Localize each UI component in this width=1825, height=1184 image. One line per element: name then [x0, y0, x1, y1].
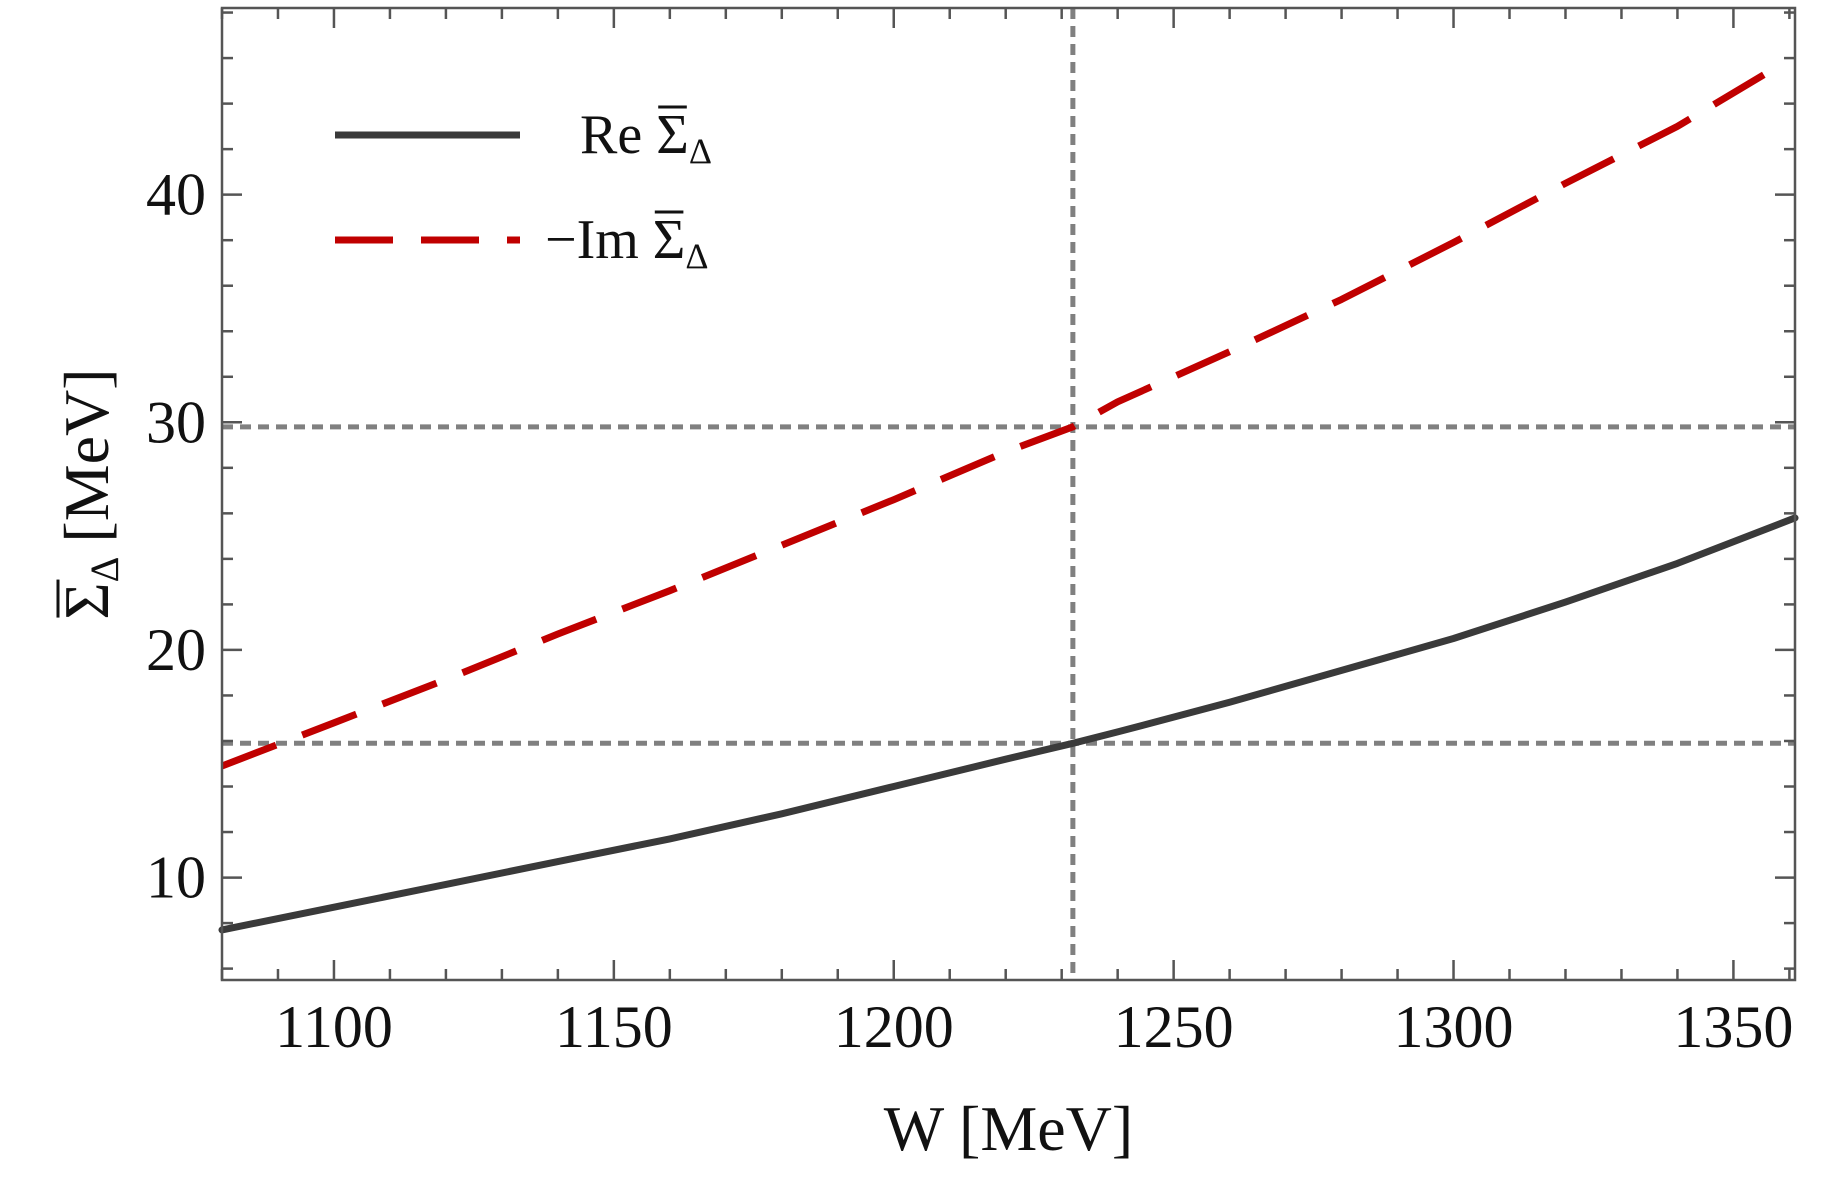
x-tick-label: 1200 [834, 994, 954, 1060]
x-tick-label: 1100 [275, 994, 393, 1060]
series-line-im [220, 66, 1775, 770]
y-tick-label: 40 [146, 162, 206, 228]
legend-label-re: Re ΣΔ [580, 104, 712, 171]
x-tick-label: 1350 [1673, 994, 1793, 1060]
y-axis-title: ΣΔ [MeV] [51, 368, 127, 619]
x-tick-label: 1150 [555, 994, 673, 1060]
y-axis-subscript: Δ [82, 557, 127, 583]
y-tick-label: 10 [146, 845, 206, 911]
series-line-re [218, 514, 1799, 934]
reference-lines [222, 8, 1795, 980]
legend: Re ΣΔ −Im ΣΔ [335, 104, 712, 276]
tick-labels: 1100 1150 1200 1250 1300 1350 10 20 30 40 [146, 162, 1793, 1060]
axis-ticks [220, 8, 1795, 980]
y-axis-symbol: Σ [51, 582, 122, 619]
svg-text:ΣΔ[MeV]: ΣΔ [MeV] [51, 368, 127, 619]
x-tick-label: 1300 [1394, 994, 1514, 1060]
plot-frame [220, 6, 1797, 982]
x-tick-label: 1250 [1114, 994, 1234, 1060]
y-axis-units: [MeV] [51, 368, 122, 542]
y-tick-label: 20 [146, 617, 206, 683]
x-axis-title: W [MeV] [884, 1093, 1133, 1164]
legend-label-im: −Im ΣΔ [545, 209, 709, 276]
series-layer [218, 66, 1799, 934]
y-tick-label: 30 [146, 389, 206, 455]
